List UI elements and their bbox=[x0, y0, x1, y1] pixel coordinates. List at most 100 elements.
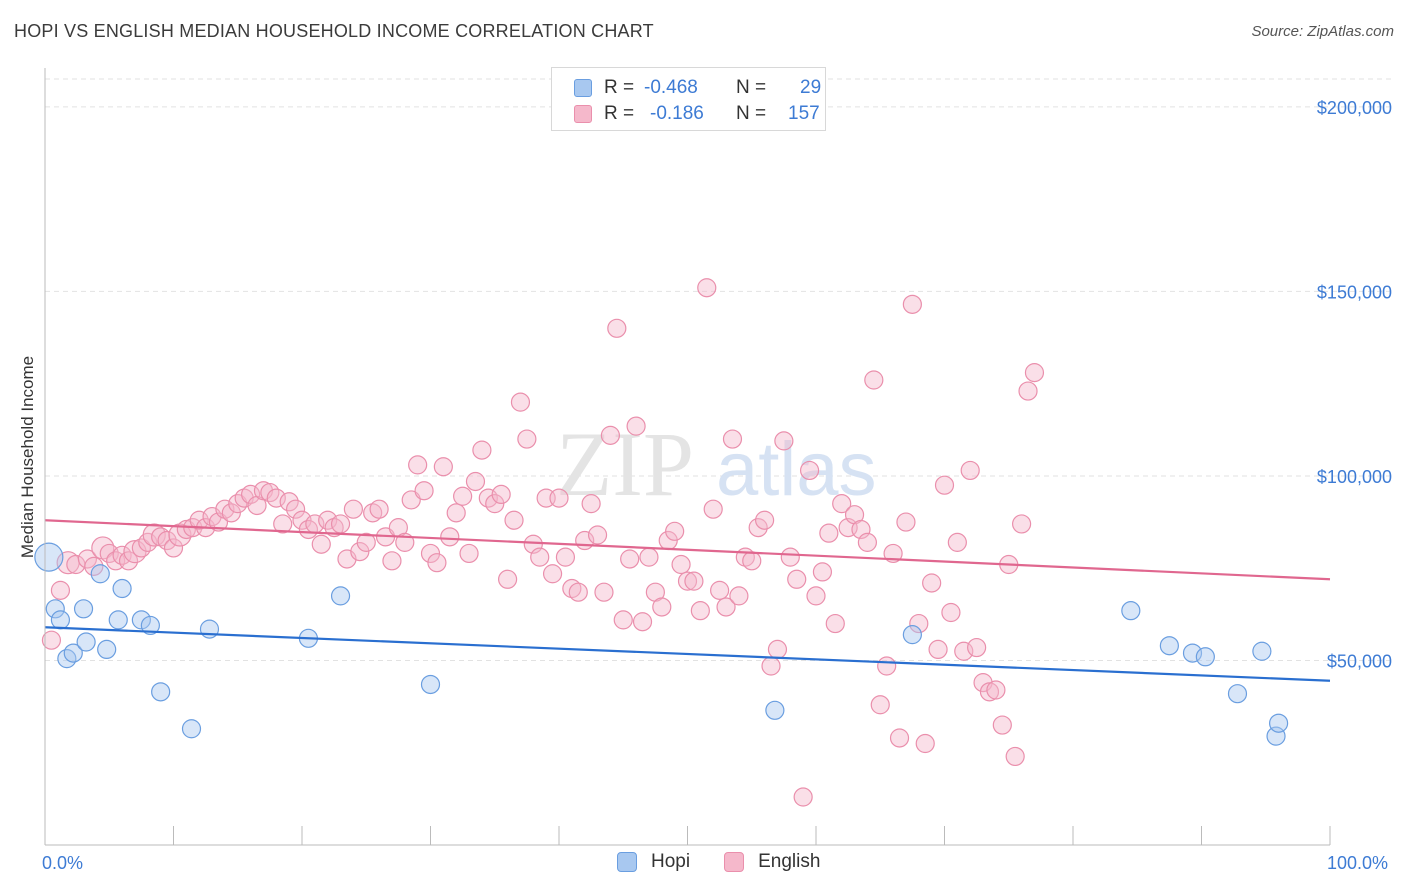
y-axis-title: Median Household Income bbox=[18, 356, 37, 558]
english-point bbox=[568, 582, 588, 602]
series-legend: Hopi English bbox=[617, 851, 854, 873]
hopi-point bbox=[1182, 643, 1203, 663]
english-point bbox=[716, 597, 736, 617]
english-point bbox=[799, 460, 820, 481]
hopi-point bbox=[181, 719, 202, 739]
english-swatch bbox=[574, 105, 592, 123]
watermark-zip: ZIP bbox=[556, 413, 694, 515]
english-point bbox=[189, 510, 209, 530]
english-point bbox=[600, 425, 621, 445]
english-point bbox=[697, 278, 717, 298]
english-point bbox=[587, 525, 608, 545]
english-point bbox=[928, 639, 948, 660]
english-point bbox=[142, 523, 166, 547]
english-point bbox=[767, 639, 788, 660]
english-point bbox=[774, 431, 794, 451]
english-point bbox=[870, 695, 890, 715]
english-point bbox=[459, 543, 479, 564]
english-point bbox=[671, 554, 691, 575]
english-point bbox=[632, 612, 653, 632]
trend-lines bbox=[44, 519, 1331, 682]
english-point bbox=[266, 488, 286, 508]
english-point bbox=[369, 499, 389, 519]
english-point bbox=[498, 569, 518, 589]
hopi-swatch bbox=[574, 79, 592, 97]
english-point bbox=[652, 597, 672, 617]
hopi-point bbox=[765, 700, 785, 720]
hopi-point bbox=[1121, 601, 1141, 621]
english-point bbox=[947, 532, 967, 552]
hopi-series bbox=[34, 542, 1289, 746]
english-n-value: 157 bbox=[788, 103, 820, 124]
english-point bbox=[530, 547, 550, 567]
english-point bbox=[934, 475, 955, 495]
hopi-point bbox=[1252, 641, 1272, 661]
y-tick-labels: $50,000 $100,000 $150,000 $200,000 bbox=[1317, 98, 1392, 672]
hopi-point bbox=[1195, 647, 1215, 667]
english-point bbox=[703, 499, 723, 519]
english-point bbox=[491, 484, 511, 505]
english-point bbox=[465, 471, 486, 492]
english-point bbox=[279, 492, 299, 512]
english-point bbox=[690, 601, 710, 621]
hopi-point bbox=[45, 599, 65, 619]
english-point bbox=[330, 514, 351, 534]
stats-legend: R = -0.468 N = 29 R = -0.186 N = 157 bbox=[551, 67, 826, 131]
english-point bbox=[722, 429, 743, 449]
english-point bbox=[440, 527, 460, 547]
hopi-point bbox=[1268, 713, 1289, 733]
english-point bbox=[318, 510, 338, 530]
english-point bbox=[356, 532, 376, 552]
hopi-r-label: R = bbox=[604, 77, 635, 98]
hopi-point bbox=[1227, 684, 1248, 704]
hopi-legend-label: Hopi bbox=[651, 851, 691, 872]
english-point bbox=[285, 499, 306, 519]
legend-item-hopi: Hopi bbox=[617, 851, 690, 873]
hopi-point bbox=[73, 599, 94, 619]
english-point bbox=[941, 602, 961, 623]
english-r-value: -0.186 bbox=[650, 103, 704, 124]
english-point bbox=[825, 613, 845, 634]
english-point bbox=[363, 503, 383, 523]
english-point bbox=[555, 547, 576, 567]
hopi-point bbox=[420, 674, 441, 695]
english-point bbox=[84, 556, 104, 576]
english-point bbox=[967, 637, 987, 658]
english-point bbox=[819, 523, 839, 543]
english-point bbox=[729, 586, 749, 606]
english-point bbox=[414, 481, 434, 501]
english-point bbox=[472, 440, 492, 460]
chart-title: HOPI VS ENGLISH MEDIAN HOUSEHOLD INCOME … bbox=[14, 21, 654, 41]
english-point bbox=[909, 613, 929, 634]
hopi-point bbox=[140, 615, 160, 636]
english-point bbox=[620, 549, 640, 569]
english-point bbox=[986, 680, 1006, 700]
hopi-point bbox=[50, 610, 71, 630]
y-tick-label: $50,000 bbox=[1327, 651, 1392, 671]
legend-row-hopi: R = -0.468 N = 29 bbox=[574, 76, 821, 100]
english-point bbox=[748, 518, 768, 538]
english-point bbox=[665, 521, 685, 541]
english-point bbox=[1024, 363, 1045, 383]
english-point bbox=[77, 549, 98, 569]
english-point bbox=[382, 551, 402, 571]
english-point bbox=[626, 416, 646, 436]
english-point bbox=[742, 551, 762, 571]
hopi-trend-line bbox=[44, 626, 1331, 682]
hopi-legend-swatch bbox=[617, 852, 637, 872]
english-point bbox=[427, 553, 447, 573]
english-point bbox=[453, 486, 473, 506]
hopi-point bbox=[90, 564, 110, 584]
english-point bbox=[902, 294, 922, 314]
english-point bbox=[504, 510, 524, 530]
x-tick-label-min: 0.0% bbox=[42, 853, 83, 873]
hopi-point bbox=[108, 610, 128, 630]
hopi-n-value: 29 bbox=[800, 77, 822, 98]
english-point bbox=[581, 494, 601, 514]
hopi-point bbox=[1159, 636, 1179, 656]
english-point bbox=[992, 715, 1012, 735]
english-point bbox=[510, 392, 531, 412]
hopi-point bbox=[97, 639, 117, 660]
hopi-point bbox=[34, 542, 64, 572]
